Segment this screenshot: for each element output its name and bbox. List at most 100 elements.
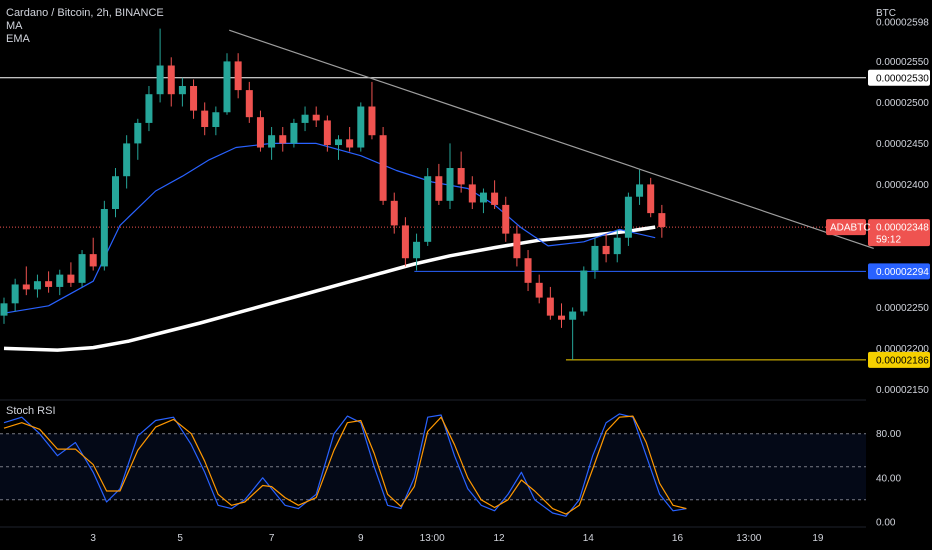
time-axis-tick: 9 — [358, 533, 364, 544]
candle-body — [346, 139, 354, 148]
candle-body — [89, 254, 97, 267]
time-axis-tick: 7 — [269, 533, 275, 544]
candle-body — [446, 168, 454, 201]
symbol-title: Cardano / Bitcoin, 2h, BINANCE — [6, 7, 164, 19]
candle-body — [491, 192, 499, 205]
low-price-tag: 0.00002186 — [876, 355, 929, 366]
candle-body — [647, 184, 655, 214]
candle-body — [468, 184, 476, 203]
ma-legend[interactable]: MA — [6, 20, 23, 32]
price-axis-tick: 0.00002598 — [876, 18, 929, 29]
candle-body — [22, 284, 30, 290]
candle-body — [201, 110, 209, 128]
stoch-axis-tick: 40.00 — [876, 473, 901, 484]
support-price-tag-bg — [868, 263, 930, 280]
stoch-rsi-legend[interactable]: Stoch RSI — [6, 405, 56, 417]
ema-legend[interactable]: EMA — [6, 33, 30, 45]
price-axis-tick: 0.00002550 — [876, 57, 929, 68]
candle-body — [0, 303, 8, 316]
candle-body — [413, 241, 421, 259]
time-axis-tick: 3 — [90, 533, 96, 544]
candle-body — [636, 184, 644, 197]
low-price-tag-bg — [868, 351, 930, 368]
candle-body — [558, 315, 565, 320]
trendline — [229, 29, 874, 249]
candle-body — [11, 284, 19, 304]
candle-body — [379, 135, 387, 201]
candle-body — [357, 106, 365, 148]
candle-body — [45, 281, 53, 287]
candle-body — [546, 297, 554, 316]
candle-body — [156, 65, 164, 95]
time-axis-tick: 13:00 — [420, 533, 445, 544]
stoch-d-line — [3, 415, 687, 515]
last-price-tag: 0.00002348 — [876, 223, 929, 234]
symbol-tag-bg — [826, 219, 866, 236]
candle-body — [401, 225, 409, 259]
candle-body — [134, 122, 142, 144]
price-axis-tick: 0.00002200 — [876, 344, 929, 355]
support-price-tag: 0.00002294 — [876, 267, 929, 278]
candle-body — [145, 94, 153, 123]
price-axis-tick: 0.00002250 — [876, 303, 929, 314]
candle-body — [535, 282, 543, 298]
candle-body — [580, 270, 588, 312]
price-axis-tick: 0.00002400 — [876, 180, 929, 191]
candle-body — [502, 204, 510, 234]
candle-body — [613, 237, 621, 255]
stoch-axis-tick: 80.00 — [876, 429, 901, 440]
candle-body — [624, 196, 632, 238]
candle-body — [279, 135, 287, 144]
candle-body — [335, 139, 342, 146]
candle-body — [658, 213, 666, 228]
candle-body — [78, 254, 86, 283]
candle-body — [56, 274, 64, 287]
candle-body — [190, 86, 198, 111]
time-axis-tick: 14 — [583, 533, 595, 544]
symbol-tag: ADABTC — [830, 223, 871, 234]
candle-body — [368, 106, 376, 136]
candle-body — [268, 135, 276, 148]
candle-body — [524, 258, 532, 283]
candle-body — [457, 168, 465, 185]
candle-body — [112, 176, 119, 210]
candle-body — [256, 117, 264, 148]
candle-body — [435, 176, 443, 201]
candle-body — [67, 274, 75, 283]
candle-body — [390, 200, 398, 226]
resistance-price-tag: 0.00002530 — [876, 73, 929, 84]
candle-body — [167, 65, 175, 95]
candle-body — [301, 114, 309, 123]
candle-body — [245, 90, 253, 118]
candle-body — [602, 245, 610, 255]
resistance-price-tag-bg — [868, 69, 930, 86]
candle-body — [591, 245, 599, 271]
candle-body — [569, 311, 577, 320]
price-axis-tick: 0.00002150 — [876, 385, 929, 396]
candle-body — [123, 143, 131, 177]
candle-body — [479, 192, 487, 203]
candle-body — [33, 281, 41, 290]
stoch-k-line — [3, 413, 687, 517]
candle-body — [513, 233, 521, 259]
candle-body — [234, 61, 242, 91]
time-axis-tick: 12 — [493, 533, 505, 544]
price-axis-tick: 0.00002500 — [876, 98, 929, 109]
price-axis-tick: 0.00002450 — [876, 139, 929, 150]
candle-body — [178, 86, 186, 95]
time-axis-tick: 19 — [812, 533, 824, 544]
time-axis-tick: 16 — [672, 533, 684, 544]
last-price-tag-bg — [868, 219, 930, 247]
countdown-tag: 59:12 — [876, 235, 901, 246]
ma-line — [3, 225, 656, 352]
time-axis-tick: 13:00 — [736, 533, 761, 544]
candle-body — [424, 176, 432, 242]
candle-body — [323, 120, 331, 146]
stoch-axis-tick: 0.00 — [876, 517, 896, 528]
candle-body — [100, 209, 108, 267]
candle-body — [290, 122, 298, 144]
candle-body — [223, 61, 231, 113]
price-axis-unit: BTC — [876, 8, 896, 19]
time-axis-tick: 5 — [177, 533, 183, 544]
